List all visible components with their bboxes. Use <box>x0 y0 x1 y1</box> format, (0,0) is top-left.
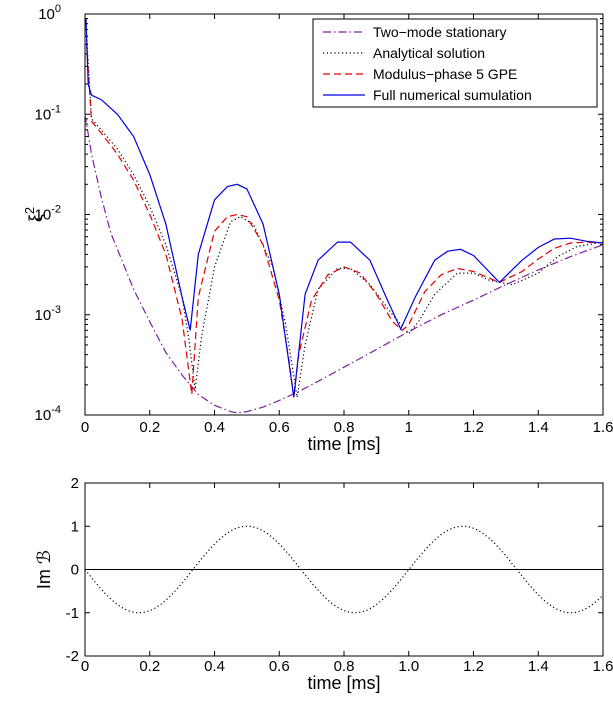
y-tick-label: -1 <box>66 605 79 622</box>
series-line-3 <box>85 18 604 398</box>
y-tick-label: -2 <box>66 648 79 665</box>
x-tick-label: 1.2 <box>463 419 484 436</box>
y-tick-label: 100 <box>38 3 61 23</box>
x-tick-label: 0.8 <box>334 658 355 675</box>
top-x-ticks: 0 0.2 0.4 0.6 0.8 1 1.2 1.4 1.6 <box>81 14 613 436</box>
legend-box <box>312 18 598 108</box>
y-tick-label: 10-3 <box>35 304 61 324</box>
legend: Two−mode stationary Analytical solution Mo… <box>312 18 598 108</box>
x-tick-label: 0.2 <box>139 658 160 675</box>
series-line-1 <box>86 36 604 398</box>
x-tick-label: 0.4 <box>204 658 225 675</box>
x-tick-label: 1 <box>405 419 413 436</box>
bottom-x-axis-label: time [ms] <box>307 673 380 693</box>
top-plot: 0 0.2 0.4 0.6 0.8 1 1.2 1.4 1.6 10-4 10-3 10-2 10-1… <box>22 3 613 454</box>
legend-items: Two−mode stationary Analytical solution Mo… <box>323 24 532 103</box>
top-y-axis-label: ξ2 <box>22 207 46 222</box>
y-tick-label: 10-2 <box>35 204 61 224</box>
x-tick-label: 1.4 <box>528 658 549 675</box>
x-tick-label: 0.8 <box>334 419 355 436</box>
x-tick-label: 1.2 <box>463 658 484 675</box>
bottom-plot: 0 0.2 0.4 0.6 0.8 1.0 1.2 1.4 1.6 -2 -1 0 1 2 time [… <box>34 475 613 693</box>
bottom-series-group <box>84 525 604 614</box>
top-x-axis-label: time [ms] <box>307 434 380 454</box>
y-tick-label: 10-1 <box>35 103 61 123</box>
y-tick-label: 10-4 <box>35 404 61 424</box>
legend-label-0: Two−mode stationary <box>373 24 506 40</box>
top-series-group <box>84 18 604 414</box>
top-y-axis-label-superscript: 2 <box>22 207 37 214</box>
x-tick-label: 1.6 <box>593 419 613 436</box>
x-tick-label: 0 <box>81 419 89 436</box>
series-line-0 <box>84 114 604 414</box>
legend-label-1: Analytical solution <box>373 45 485 61</box>
bottom-series-line-0 <box>84 525 604 614</box>
legend-label-2: Modulus−phase 5 GPE <box>373 66 517 82</box>
y-tick-label: 0 <box>71 562 79 579</box>
top-y-ticks: 10-4 10-3 10-2 10-1 100 <box>35 3 603 424</box>
x-tick-label: 1.4 <box>528 419 549 436</box>
x-tick-label: 0.2 <box>139 419 160 436</box>
bottom-y-ticks: -2 -1 0 1 2 <box>66 475 603 665</box>
top-y-axis-label-main: ξ <box>26 214 46 222</box>
x-tick-label: 1.6 <box>593 658 613 675</box>
x-tick-label: 0.4 <box>204 419 225 436</box>
legend-label-3: Full numerical sumulation <box>373 87 532 103</box>
x-tick-label: 0 <box>81 658 89 675</box>
x-tick-label: 0.6 <box>269 658 290 675</box>
bottom-y-axis-label: Im ℬ <box>34 550 54 589</box>
y-tick-label: 1 <box>71 518 79 535</box>
bottom-x-ticks: 0 0.2 0.4 0.6 0.8 1.0 1.2 1.4 1.6 <box>81 483 613 675</box>
y-tick-label: 2 <box>71 475 79 492</box>
x-tick-label: 0.6 <box>269 419 290 436</box>
x-tick-label: 1.0 <box>398 658 419 675</box>
